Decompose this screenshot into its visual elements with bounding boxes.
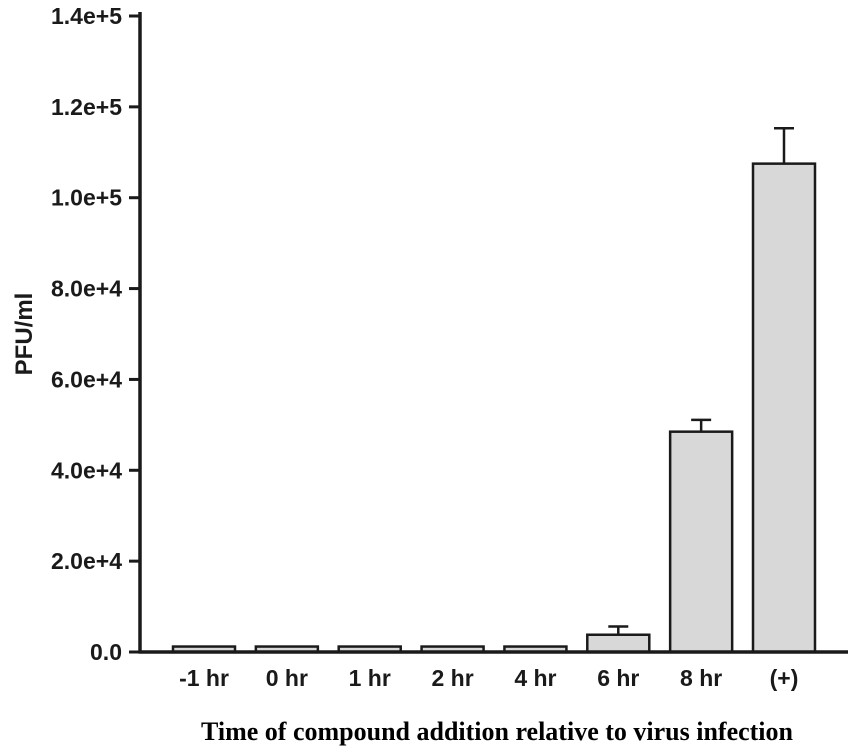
y-tick-label: 1.2e+5 — [51, 94, 122, 120]
bar — [751, 162, 817, 654]
x-category-label: 2 hr — [431, 665, 473, 691]
x-category-label: 1 hr — [349, 665, 391, 691]
plot-area: 0.0 2.0e+4 4.0e+4 6.0e+4 8.0e+4 1.0e+5 1.2e+5 1… — [51, 3, 848, 691]
y-tick-label: 2.0e+4 — [51, 548, 122, 574]
y-tick-label: 6.0e+4 — [51, 366, 122, 392]
bar — [586, 633, 651, 654]
bar — [668, 430, 734, 654]
x-category-label: (+) — [770, 665, 799, 691]
x-category-label: 6 hr — [597, 665, 639, 691]
y-tick-label: 4.0e+4 — [51, 457, 122, 483]
x-category-label: -1 hr — [179, 665, 229, 691]
y-tick-label: 1.0e+5 — [51, 185, 122, 211]
y-tick-label: 8.0e+4 — [51, 276, 122, 302]
x-axis-title: Time of compound addition relative to vi… — [201, 717, 794, 746]
y-axis-label: PFU/ml — [11, 293, 38, 376]
x-category-label: 8 hr — [680, 665, 722, 691]
x-category-label: 4 hr — [514, 665, 556, 691]
x-category-label: 0 hr — [266, 665, 308, 691]
y-tick-label: 1.4e+5 — [51, 3, 122, 29]
y-tick-label: 0.0 — [90, 639, 122, 665]
